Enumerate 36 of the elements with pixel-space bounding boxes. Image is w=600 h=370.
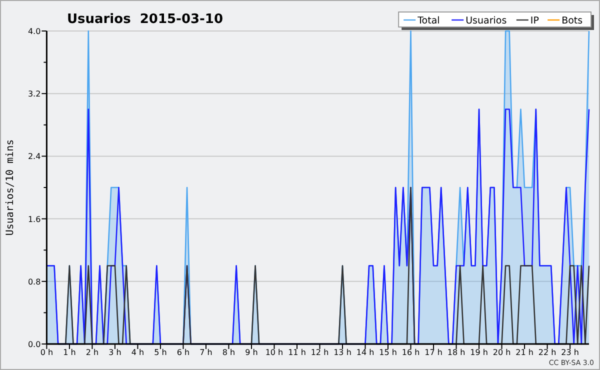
x-tick-label: 11 h <box>288 348 306 357</box>
x-tick-label: 23 h <box>561 348 579 357</box>
x-tick-label: 19 h <box>470 348 488 357</box>
x-tick-label: 3 h <box>108 348 122 357</box>
y-tick-label: 0.8 <box>28 277 41 286</box>
x-tick-label: 22 h <box>538 348 556 357</box>
legend-label: IP <box>530 16 540 26</box>
x-tick-label: 5 h <box>154 348 167 357</box>
x-tick-label: 16 h <box>402 348 420 357</box>
x-tick-label: 9 h <box>245 348 258 357</box>
x-tick-label: 7 h <box>200 348 212 357</box>
y-tick-label: 1.6 <box>28 214 41 224</box>
y-tick-label: 0.0 <box>28 340 41 349</box>
y-tick-label: 4.0 <box>28 27 41 36</box>
x-tick-label: 20 h <box>492 348 511 357</box>
legend-label: Total <box>416 16 440 26</box>
x-tick-label: 1 h <box>63 348 76 357</box>
x-tick-label: 21 h <box>516 348 534 357</box>
x-tick-label: 10 h <box>265 348 284 357</box>
x-tick-label: 6 h <box>176 348 190 357</box>
x-tick-label: 18 h <box>447 348 466 357</box>
legend-label: Bots <box>562 16 583 26</box>
legend-label: Usuarios <box>466 16 507 26</box>
y-tick-label: 2.4 <box>28 152 41 162</box>
x-tick-label: 8 h <box>222 348 236 357</box>
x-tick-label: 14 h <box>356 348 374 357</box>
x-tick-label: 13 h <box>334 348 352 357</box>
chart-title: Usuarios 2015-03-10 <box>66 12 224 27</box>
x-tick-label: 15 h <box>379 348 397 357</box>
x-tick-label: 2 h <box>86 348 99 357</box>
x-tick-label: 12 h <box>310 348 329 357</box>
x-tick-label: 0 h <box>40 348 54 357</box>
x-tick-label: 17 h <box>424 348 442 357</box>
y-tick-label: 3.2 <box>28 90 41 99</box>
x-tick-label: 4 h <box>131 348 144 357</box>
y-axis-title: Usuarios/10 mins <box>5 139 16 236</box>
